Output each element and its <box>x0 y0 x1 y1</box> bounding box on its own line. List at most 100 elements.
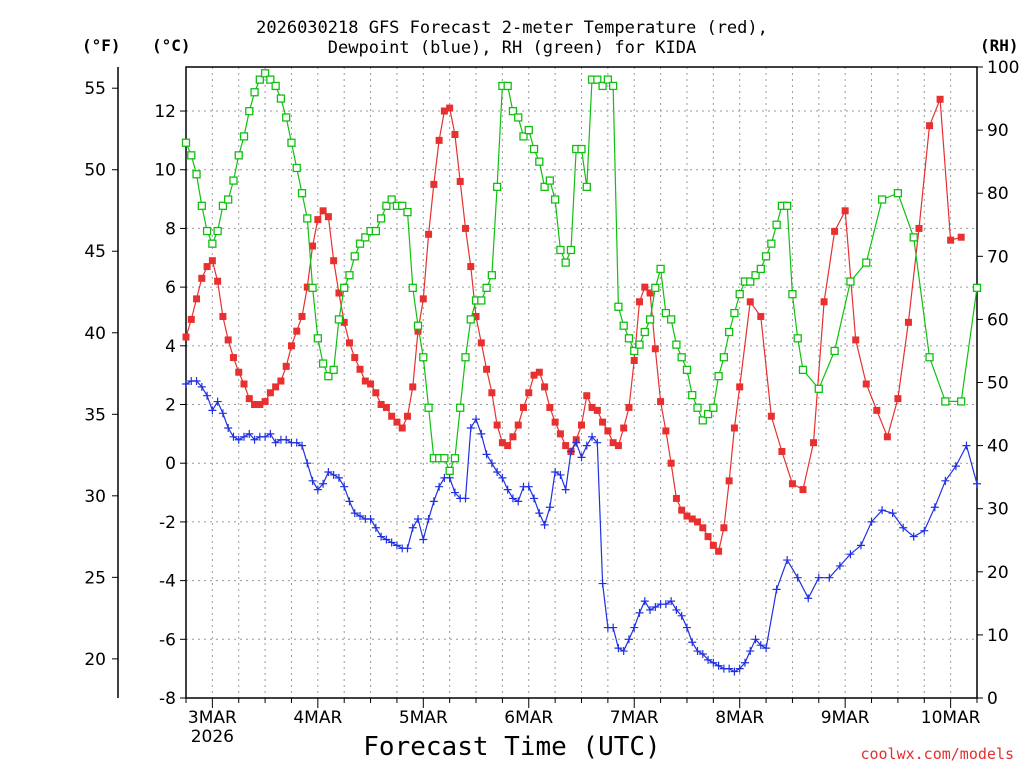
2-meter-temperature-point <box>398 424 406 432</box>
relative-humidity-point <box>783 201 792 210</box>
relative-humidity-point <box>725 327 734 337</box>
relative-humidity-point <box>972 283 982 293</box>
fahrenheit-tick-label: 35 <box>84 405 106 425</box>
relative-humidity-point <box>862 258 871 267</box>
2-meter-temperature-point <box>525 389 533 397</box>
fahrenheit-tick-label: 55 <box>84 79 106 99</box>
relative-humidity-point <box>772 220 781 229</box>
dewpoint-point <box>308 476 317 485</box>
2-meter-temperature-point <box>245 395 253 403</box>
chart-title-line1: 2026030218 GFS Forecast 2-meter Temperat… <box>256 18 768 38</box>
celsius-tick-label: 12 <box>154 102 176 122</box>
2-meter-temperature-point <box>498 439 506 447</box>
relative-humidity-point <box>324 372 333 381</box>
relative-humidity-point <box>645 315 655 324</box>
2-meter-temperature-point <box>947 236 955 244</box>
x-tick-label: 8MAR <box>715 708 764 728</box>
x-tick-label: 5MAR <box>399 708 448 728</box>
relative-humidity-point <box>318 359 328 368</box>
relative-humidity-point <box>693 403 702 412</box>
dewpoint-point <box>693 647 702 656</box>
relative-humidity-point <box>224 195 233 204</box>
dewpoint-point <box>746 647 755 656</box>
2-meter-temperature-point <box>578 421 585 429</box>
2-meter-temperature-point <box>841 207 849 215</box>
2-meter-temperature-point <box>467 263 475 271</box>
2-meter-temperature-point <box>641 283 649 291</box>
dewpoint-point <box>682 623 691 632</box>
2-meter-temperature-point <box>709 541 717 549</box>
2-meter-temperature-point <box>440 107 448 115</box>
2-meter-temperature-point <box>883 433 891 441</box>
dewpoint-point <box>350 509 359 518</box>
relative-humidity-point <box>788 290 797 299</box>
dewpoint-point <box>324 468 333 477</box>
site-credit[interactable]: coolwx.com/models <box>860 745 1014 763</box>
relative-humidity-point <box>566 245 576 255</box>
fahrenheit-tick-label: 40 <box>84 324 106 344</box>
dewpoint-point <box>793 573 802 582</box>
relative-humidity-point <box>545 176 555 185</box>
relative-humidity-point <box>187 151 196 160</box>
dewpoint-point <box>556 470 565 479</box>
dewpoint-point <box>282 435 291 444</box>
2-meter-temperature-point <box>604 427 612 435</box>
celsius-tick-label: 2 <box>165 396 176 416</box>
dewpoint-point <box>598 579 607 588</box>
dewpoint-point <box>661 600 670 609</box>
2-meter-temperature-point <box>852 336 860 344</box>
dewpoint-point <box>909 532 918 541</box>
dewpoint-point <box>930 503 939 512</box>
2-meter-temperature-point <box>282 362 290 370</box>
2-meter-temperature-point <box>388 412 396 420</box>
x-tick-label: 6MAR <box>504 708 553 728</box>
relative-humidity-point <box>529 144 539 154</box>
2-meter-temperature-point <box>309 242 317 250</box>
dewpoint-point <box>229 432 238 441</box>
dewpoint-point <box>667 597 676 606</box>
rh-tick-label: 30 <box>987 500 1009 520</box>
2-meter-temperature-point <box>351 354 359 362</box>
relative-humidity-point <box>419 353 428 362</box>
2-meter-temperature-point <box>314 216 322 224</box>
2-meter-temperature-point <box>831 227 839 235</box>
dewpoint-point <box>472 415 481 424</box>
relative-humidity-point <box>730 308 739 318</box>
2-meter-temperature-point <box>651 345 659 353</box>
2-meter-temperature-point <box>746 298 754 306</box>
dewpoint-point <box>524 482 533 491</box>
2-meter-temperature-point <box>182 333 190 341</box>
2-meter-temperature-point <box>345 339 353 347</box>
dewpoint-point <box>740 658 749 667</box>
fahrenheit-tick-label: 25 <box>84 568 106 588</box>
2-meter-temperature-point <box>319 207 327 215</box>
dewpoint-point <box>382 535 391 544</box>
x-tick-label: 3MAR <box>188 708 237 728</box>
dewpoint-point <box>240 432 249 441</box>
dewpoint-point <box>371 523 380 532</box>
2-meter-temperature-point <box>483 365 491 373</box>
2-meter-temperature-point <box>862 380 870 388</box>
2-meter-temperature-point <box>361 377 369 385</box>
2-meter-temperature-point <box>214 277 222 285</box>
2-meter-temperature-point <box>203 263 211 271</box>
2-meter-temperature-point <box>293 327 301 335</box>
dewpoint-point <box>493 468 502 477</box>
dewpoint-point <box>751 635 760 644</box>
relative-humidity-point <box>682 365 692 375</box>
dewpoint-point <box>846 550 855 559</box>
2-meter-temperature-point <box>367 380 375 388</box>
rh-tick-label: 70 <box>987 247 1009 267</box>
celsius-tick-label: 8 <box>165 219 176 239</box>
2-meter-temperature-point <box>414 327 422 335</box>
dewpoint-point <box>545 503 554 512</box>
2-meter-temperature-point <box>667 459 675 467</box>
2-meter-temperature-point <box>646 289 654 297</box>
2-meter-temperature-point <box>430 180 438 188</box>
relative-humidity-point <box>361 233 370 242</box>
2-meter-temperature-point <box>277 377 285 385</box>
dewpoint-point <box>340 482 349 491</box>
2-meter-temperature-point <box>546 403 554 411</box>
2-meter-temperature-point <box>778 447 786 455</box>
